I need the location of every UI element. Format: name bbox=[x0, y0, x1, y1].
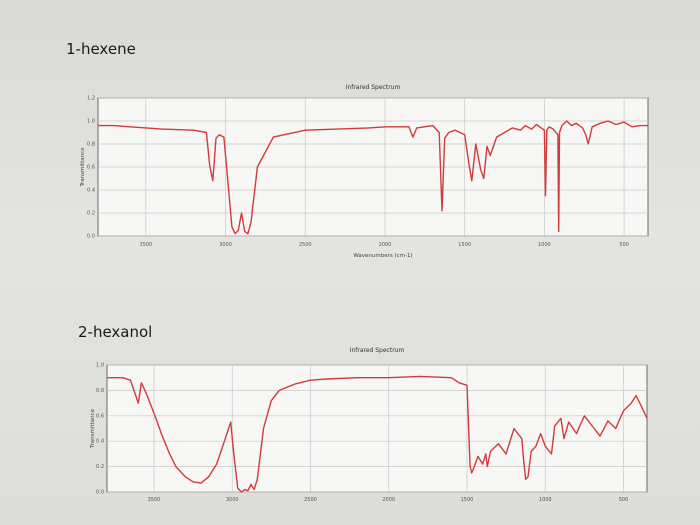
chart2-y-tick-label: 1.0 bbox=[96, 363, 104, 369]
chart2-x-tick-label: 2000 bbox=[382, 497, 395, 503]
chart1-y-tick-label: 1.0 bbox=[87, 119, 95, 125]
chart2-title: Infrared Spectrum bbox=[350, 347, 405, 354]
chart1-x-tick-label: 3000 bbox=[219, 242, 232, 248]
chart1-x-tick-label: 500 bbox=[619, 242, 629, 248]
chart2-y-axis-label: Transmittance bbox=[90, 408, 96, 449]
chart2-plot-area bbox=[106, 364, 648, 493]
chart1-y-tick-label: 0.2 bbox=[87, 211, 95, 217]
chart2-x-tick-label: 1000 bbox=[539, 497, 552, 503]
chart2-y-tick-label: 0.0 bbox=[96, 490, 104, 496]
chart1-x-tick-label: 3500 bbox=[139, 242, 152, 248]
chart2-y-tick-label: 0.2 bbox=[96, 464, 104, 470]
chart2-x-tick-label: 500 bbox=[619, 497, 629, 503]
compound-label-1-hexene: 1-hexene bbox=[66, 40, 136, 58]
chart1-spectrum-line bbox=[98, 120, 648, 235]
chart1-x-tick-label: 1500 bbox=[458, 242, 471, 248]
chart1-y-tick-label: 1.2 bbox=[87, 96, 95, 102]
chart2-spectrum-line bbox=[107, 375, 648, 493]
chart1-y-tick-label: 0.0 bbox=[87, 234, 95, 240]
chart1-x-axis-label: Wavenumbers (cm-1) bbox=[353, 253, 412, 259]
chart2-x-tick-label: 1500 bbox=[461, 497, 474, 503]
chart1-x-tick-label: 2000 bbox=[379, 242, 392, 248]
chart2-x-tick-label: 2500 bbox=[304, 497, 317, 503]
chart1-y-tick-label: 0.4 bbox=[87, 188, 95, 194]
compound-label-2-hexanol: 2-hexanol bbox=[78, 323, 153, 341]
chart2-y-tick-label: 0.4 bbox=[96, 439, 104, 445]
chart1-y-tick-label: 0.6 bbox=[87, 165, 95, 171]
chart2-x-tick-label: 3500 bbox=[148, 497, 161, 503]
chart1-y-tick-label: 0.8 bbox=[87, 142, 95, 148]
chart2-x-tick-label: 3000 bbox=[226, 497, 239, 503]
chart1-x-tick-label: 1000 bbox=[538, 242, 551, 248]
chart2-y-tick-label: 0.6 bbox=[96, 413, 104, 419]
chart2-y-tick-label: 0.8 bbox=[96, 388, 104, 394]
chart1-title: Infrared Spectrum bbox=[346, 84, 401, 91]
chart1-x-tick-label: 2500 bbox=[299, 242, 312, 248]
chart1-y-axis-label: Transmittance bbox=[80, 147, 86, 188]
